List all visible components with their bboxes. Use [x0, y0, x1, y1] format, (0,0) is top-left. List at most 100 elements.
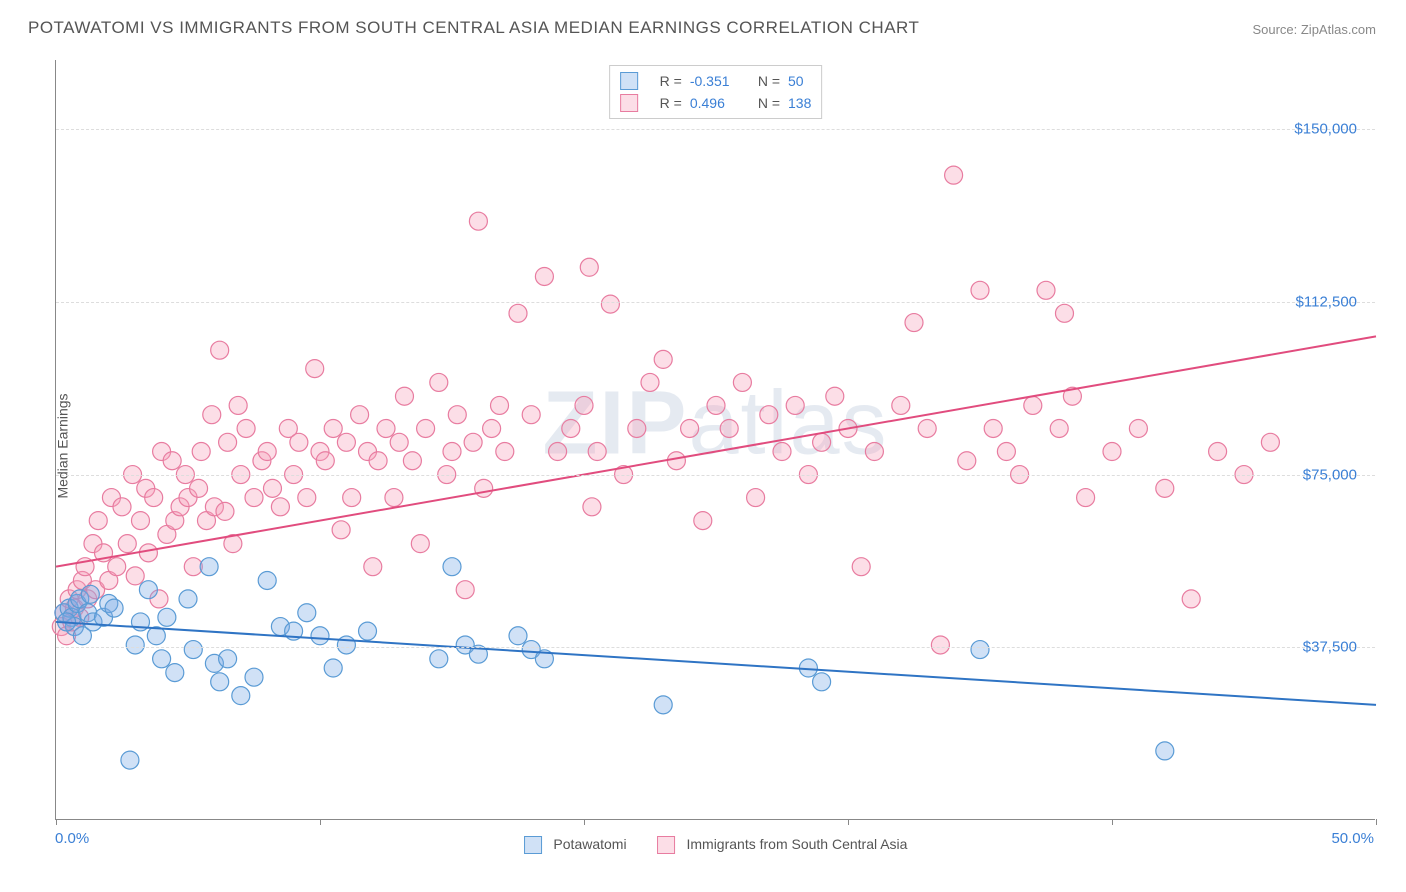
data-point-immigrants — [1182, 590, 1200, 608]
r-label: R = — [660, 73, 682, 89]
data-point-immigrants — [496, 443, 514, 461]
data-point-immigrants — [1261, 433, 1279, 451]
data-point-immigrants — [430, 373, 448, 391]
source-link[interactable]: ZipAtlas.com — [1301, 22, 1376, 37]
data-point-immigrants — [263, 479, 281, 497]
data-point-potawatomi — [337, 636, 355, 654]
data-point-immigrants — [905, 314, 923, 332]
n-value-potawatomi: 50 — [788, 73, 804, 89]
data-point-potawatomi — [211, 673, 229, 691]
scatter-plot-svg — [56, 60, 1375, 819]
data-point-immigrants — [509, 304, 527, 322]
source-attribution: Source: ZipAtlas.com — [1252, 22, 1376, 37]
data-point-potawatomi — [81, 585, 99, 603]
n-label: N = — [758, 73, 780, 89]
data-point-potawatomi — [813, 673, 831, 691]
data-point-immigrants — [549, 443, 567, 461]
data-point-immigrants — [448, 406, 466, 424]
trend-line-immigrants — [56, 336, 1376, 566]
data-point-immigrants — [694, 512, 712, 530]
y-tick-label: $150,000 — [1294, 121, 1357, 138]
x-tick — [1376, 819, 1377, 825]
trend-line-potawatomi — [56, 622, 1376, 705]
data-point-immigrants — [945, 166, 963, 184]
data-point-potawatomi — [121, 751, 139, 769]
x-tick — [584, 819, 585, 825]
data-point-immigrants — [411, 535, 429, 553]
data-point-immigrants — [192, 443, 210, 461]
gridline — [56, 475, 1375, 476]
data-point-immigrants — [258, 443, 276, 461]
data-point-immigrants — [583, 498, 601, 516]
y-tick-label: $37,500 — [1303, 639, 1357, 656]
data-point-immigrants — [377, 419, 395, 437]
data-point-immigrants — [588, 443, 606, 461]
data-point-potawatomi — [324, 659, 342, 677]
data-point-potawatomi — [1156, 742, 1174, 760]
data-point-immigrants — [403, 452, 421, 470]
data-point-immigrants — [369, 452, 387, 470]
data-point-potawatomi — [158, 608, 176, 626]
data-point-immigrants — [464, 433, 482, 451]
data-point-immigrants — [139, 544, 157, 562]
data-point-immigrants — [324, 419, 342, 437]
data-point-immigrants — [1024, 396, 1042, 414]
data-point-immigrants — [190, 479, 208, 497]
data-point-immigrants — [1055, 304, 1073, 322]
data-point-potawatomi — [359, 622, 377, 640]
x-tick — [848, 819, 849, 825]
chart-title: POTAWATOMI VS IMMIGRANTS FROM SOUTH CENT… — [28, 18, 919, 38]
data-point-immigrants — [681, 419, 699, 437]
data-point-potawatomi — [654, 696, 672, 714]
data-point-immigrants — [271, 498, 289, 516]
data-point-potawatomi — [971, 641, 989, 659]
data-point-immigrants — [211, 341, 229, 359]
plot-area: ZIPatlas R = -0.351 N = 50 R = 0.496 N =… — [55, 60, 1375, 820]
data-point-immigrants — [747, 489, 765, 507]
data-point-immigrants — [332, 521, 350, 539]
data-point-immigrants — [390, 433, 408, 451]
correlation-legend-row: R = -0.351 N = 50 — [620, 70, 812, 92]
data-point-immigrants — [984, 419, 1002, 437]
data-point-immigrants — [118, 535, 136, 553]
data-point-potawatomi — [184, 641, 202, 659]
data-point-immigrants — [931, 636, 949, 654]
legend-item-immigrants: Immigrants from South Central Asia — [657, 836, 908, 854]
data-point-potawatomi — [258, 571, 276, 589]
data-point-immigrants — [456, 581, 474, 599]
x-tick — [56, 819, 57, 825]
data-point-immigrants — [760, 406, 778, 424]
r-label: R = — [660, 95, 682, 111]
data-point-immigrants — [290, 433, 308, 451]
series-legend: Potawatomi Immigrants from South Central… — [524, 836, 908, 854]
data-point-immigrants — [1050, 419, 1068, 437]
data-point-immigrants — [601, 295, 619, 313]
data-point-immigrants — [343, 489, 361, 507]
source-label: Source: — [1252, 22, 1300, 37]
data-point-immigrants — [126, 567, 144, 585]
legend-swatch-potawatomi — [524, 836, 542, 854]
data-point-potawatomi — [245, 668, 263, 686]
data-point-immigrants — [163, 452, 181, 470]
data-point-potawatomi — [311, 627, 329, 645]
data-point-potawatomi — [298, 604, 316, 622]
data-point-immigrants — [720, 419, 738, 437]
data-point-immigrants — [395, 387, 413, 405]
data-point-potawatomi — [179, 590, 197, 608]
data-point-potawatomi — [126, 636, 144, 654]
x-tick — [1112, 819, 1113, 825]
data-point-immigrants — [89, 512, 107, 530]
legend-label-potawatomi: Potawatomi — [553, 836, 626, 852]
data-point-potawatomi — [232, 687, 250, 705]
data-point-immigrants — [997, 443, 1015, 461]
data-point-immigrants — [306, 360, 324, 378]
data-point-immigrants — [628, 419, 646, 437]
data-point-immigrants — [1209, 443, 1227, 461]
data-point-immigrants — [417, 419, 435, 437]
data-point-immigrants — [892, 396, 910, 414]
y-tick-label: $75,000 — [1303, 466, 1357, 483]
legend-swatch-potawatomi — [620, 72, 638, 90]
data-point-immigrants — [786, 396, 804, 414]
data-point-immigrants — [667, 452, 685, 470]
x-tick — [320, 819, 321, 825]
